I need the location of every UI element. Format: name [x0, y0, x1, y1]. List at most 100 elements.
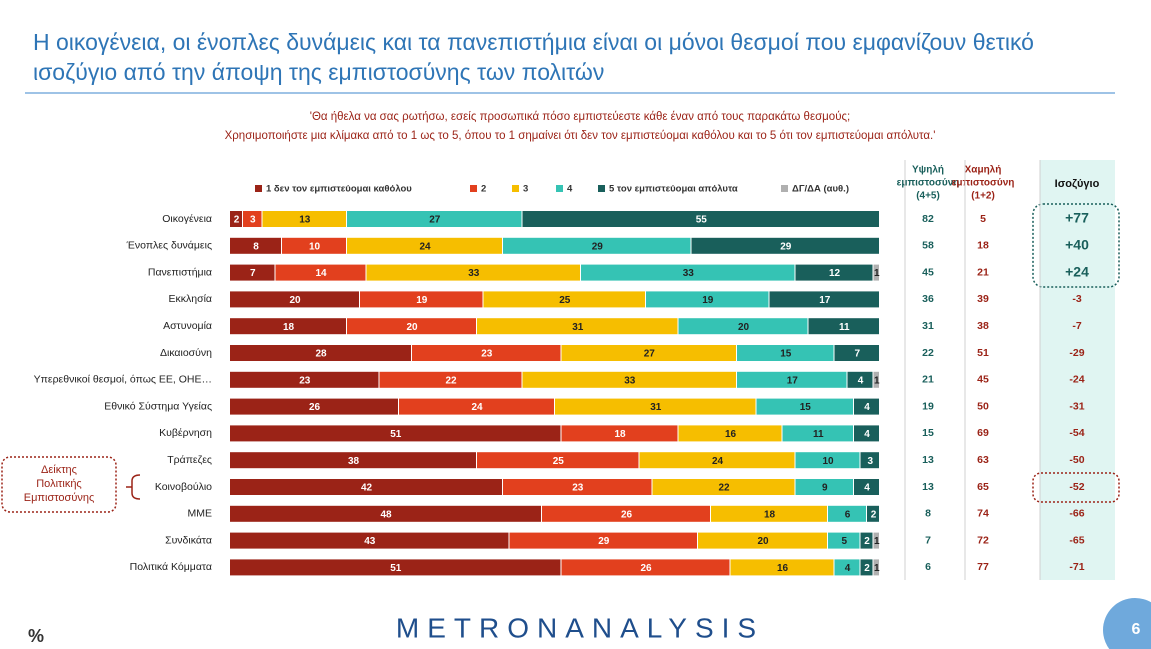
bar-label: 20 [738, 322, 750, 333]
bar-label: 10 [309, 241, 321, 252]
category-label: Δικαιοσύνη [160, 347, 212, 359]
brace [126, 474, 141, 500]
bar-segment [230, 291, 359, 308]
bar-segment [230, 532, 509, 549]
title: ισοζύγιο από την άποψη της εμπιστοσύνης … [33, 59, 604, 85]
high-value: 19 [922, 400, 934, 412]
bar-label: 20 [406, 322, 418, 333]
bar-label: 23 [481, 349, 493, 360]
bar-label: 20 [757, 536, 769, 547]
bar-label: 2 [871, 509, 877, 520]
low-value: 65 [977, 481, 989, 493]
high-header: (4+5) [916, 191, 940, 202]
bar-segment [347, 211, 522, 227]
bar-label: 4 [864, 402, 870, 413]
bar-label: 17 [819, 295, 831, 306]
bar-segment [561, 425, 678, 442]
bar-segment [230, 479, 502, 495]
legend-label: 1 δεν τον εμπιστεύομαι καθόλου [266, 184, 412, 195]
bar-segment [230, 425, 561, 442]
bar-segment [678, 425, 782, 442]
bar-label: 6 [845, 509, 851, 520]
title: Η οικογένεια, οι ένοπλες δυνάμεις και τα… [33, 29, 1034, 55]
low-value: 63 [977, 454, 989, 466]
bar-label: 31 [572, 322, 584, 333]
bar-segment [867, 505, 879, 522]
bar-label: 29 [592, 241, 604, 252]
side-label: Εμπιστοσύνης [24, 492, 95, 504]
low-value: 18 [977, 240, 989, 252]
bar-segment [366, 264, 580, 281]
category-label: Συνδικάτα [165, 534, 212, 546]
page-badge [1103, 598, 1151, 649]
bar-segment [477, 452, 639, 469]
unit: % [28, 626, 44, 646]
bar-segment [503, 479, 652, 495]
bar-label: 11 [839, 322, 850, 333]
bar-label: 23 [299, 375, 311, 386]
balance-value: -65 [1069, 534, 1084, 546]
bar-segment [756, 398, 853, 415]
bar-segment [834, 559, 860, 576]
category-label: Τράπεζες [167, 454, 212, 466]
bar-segment [847, 371, 873, 388]
bar-label: 3 [250, 215, 256, 226]
bar-label: 2 [864, 536, 870, 547]
bar-segment [379, 371, 522, 388]
balance-value: -52 [1069, 481, 1084, 493]
bar-segment [834, 345, 879, 361]
bar-label: 19 [702, 295, 714, 306]
bar-label: 5 [841, 536, 847, 547]
bar-segment [483, 291, 645, 308]
bar-label: 27 [429, 215, 441, 226]
bar-label: 7 [250, 268, 256, 279]
subtitle: 'Θα ήθελα να σας ρωτήσω, εσείς προσωπικά… [310, 111, 850, 123]
legend-label: 5 τον εμπιστεύομαι απόλυτα [609, 184, 738, 195]
bar-label: 42 [361, 483, 373, 494]
bar-segment [509, 532, 697, 549]
bar-label: 19 [416, 295, 428, 306]
bar-label: 1 [874, 268, 880, 279]
bar-label: 3 [867, 456, 873, 467]
bar-segment [503, 237, 691, 254]
balance-bg [1040, 160, 1115, 580]
bar-label: 4 [858, 375, 864, 386]
balance-value: -29 [1069, 347, 1084, 359]
bar-label: 31 [650, 402, 662, 413]
bar-label: 16 [725, 429, 737, 440]
category-label: Πανεπιστήμια [148, 266, 212, 278]
balance-value: -54 [1069, 427, 1084, 439]
bar-segment [711, 505, 827, 522]
category-label: ΜΜΕ [188, 508, 213, 520]
high-value: 45 [922, 266, 934, 278]
bar-segment [262, 211, 346, 227]
low-value: 51 [977, 347, 989, 359]
high-value: 82 [922, 213, 934, 225]
bar-segment [808, 318, 879, 335]
balance-value: -66 [1069, 508, 1084, 520]
bar-segment [230, 318, 346, 335]
bar-label: 43 [364, 536, 376, 547]
bar-segment [678, 318, 808, 335]
highlight [1032, 203, 1120, 288]
bar-label: 9 [822, 483, 828, 494]
legend-label: 4 [567, 184, 573, 195]
bar-segment [782, 425, 853, 442]
low-header: Χαμηλή [965, 165, 1002, 176]
bar-label: 16 [777, 563, 789, 574]
legend-label: ΔΓ/ΔΑ (αυθ.) [792, 184, 849, 195]
low-header: εμπιστοσύνη [952, 178, 1015, 189]
category-label: Πολιτικά Κόμματα [130, 561, 212, 573]
category-label: Αστυνομία [163, 320, 212, 332]
legend-label: 2 [481, 184, 486, 195]
low-header: (1+2) [971, 191, 995, 202]
bar-segment [860, 532, 873, 549]
category-label: Κυβέρνηση [159, 427, 212, 439]
bar-label: 13 [299, 215, 311, 226]
bar-label: 25 [559, 295, 571, 306]
bar-segment [873, 264, 879, 281]
bar-label: 29 [780, 241, 792, 252]
low-value: 77 [977, 561, 989, 573]
balance-value: +77 [1065, 210, 1089, 226]
bar-segment [730, 559, 834, 576]
